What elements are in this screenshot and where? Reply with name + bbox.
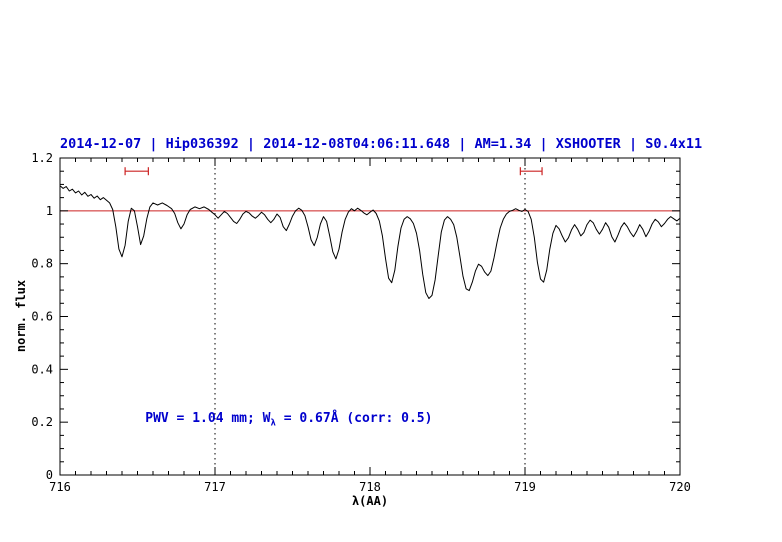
x-tick-labels: 716 717 718 719 720 [49,480,691,494]
y-tick-labels: 0 0.2 0.4 0.6 0.8 1 1.2 [31,151,53,482]
y-tick-label: 1.2 [31,151,53,165]
y-tick-label: 0.6 [31,310,53,324]
annotation-suffix: = 0.67Å (corr: 0.5) [275,411,433,427]
pwv-annotation: PWV = 1.04 mm; Wλ = 0.67Å (corr: 0.5) [145,411,432,429]
y-tick-label: 0.2 [31,415,53,429]
range-marker-2 [519,167,543,176]
y-axis-label: norm. flux [14,279,28,353]
x-tick-label: 716 [49,480,71,494]
annotation-prefix: PWV = 1.04 mm; W [145,411,271,427]
y-tick-label: 1 [46,204,53,218]
y-tick-label: 0.4 [31,362,53,376]
range-marker-1 [124,167,149,176]
x-axis-label: λ(AA) [351,494,389,508]
x-tick-label: 718 [359,480,381,494]
x-tick-label: 720 [669,480,691,494]
annotation-lambda-sub: λ [270,418,276,429]
spectrum-line [59,185,681,299]
x-tick-label: 719 [514,480,536,494]
y-tick-label: 0.8 [31,257,53,271]
x-tick-label: 717 [204,480,226,494]
y-tick-label: 0 [46,468,53,482]
plot-frame [59,157,681,476]
chart-title: 2014-12-07 | Hip036392 | 2014-12-08T04:0… [60,136,703,152]
